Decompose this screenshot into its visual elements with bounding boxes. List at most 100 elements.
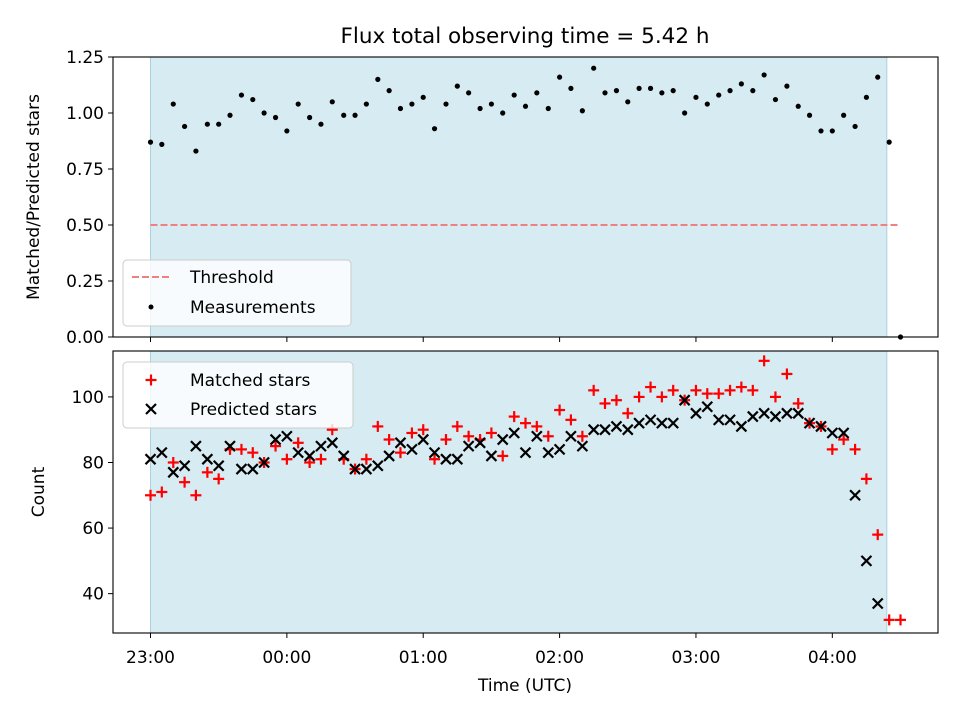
- measurement-point: [863, 94, 870, 100]
- threshold-legend-label: Threshold: [189, 268, 274, 288]
- matched-point: [440, 434, 452, 446]
- predicted-point: [440, 453, 452, 465]
- predicted-point: [462, 440, 475, 452]
- measurement-point: [466, 90, 472, 96]
- predicted-point: [417, 433, 430, 446]
- predicted-point-b: [599, 423, 611, 436]
- predicted-point-b: [633, 417, 645, 429]
- matched-point: [849, 443, 861, 455]
- predicted-point-b: [292, 446, 304, 459]
- matched-point: [633, 391, 645, 403]
- predicted-point: [633, 417, 645, 429]
- measurement-point: [511, 92, 517, 98]
- measurement-point: [307, 114, 313, 121]
- measurement-point: [818, 128, 824, 134]
- measurement-point: [443, 101, 449, 107]
- predicted-point-b: [474, 437, 486, 449]
- measurement-point: [272, 114, 279, 121]
- measurement-point: [431, 126, 438, 132]
- predicted-point: [826, 427, 839, 439]
- predicted-point: [292, 446, 304, 459]
- matched-point: [792, 397, 804, 409]
- measurement-point: [295, 101, 301, 107]
- measurement-point: [250, 96, 256, 103]
- matched-point: [520, 417, 531, 429]
- measurement-point: [216, 121, 222, 127]
- matched-point: [360, 453, 372, 465]
- y-tick-label: 0.00: [66, 328, 104, 348]
- matched-point: [656, 391, 668, 403]
- matched-point: [576, 430, 588, 442]
- measurement-point: [204, 121, 210, 127]
- predicted-point-b: [587, 423, 600, 436]
- matched-point: [281, 453, 293, 465]
- matched-point: [667, 384, 679, 396]
- bottom-frame: [112, 350, 939, 634]
- top-points: [147, 65, 904, 340]
- predicted-point: [451, 453, 464, 465]
- predicted-point: [712, 414, 725, 426]
- predicted-point-b: [462, 440, 475, 452]
- measurements-legend-label: Measurements: [190, 298, 316, 318]
- predicted-point-b: [815, 420, 827, 433]
- y-tick-label: 80: [82, 453, 104, 473]
- predicted-point: [553, 443, 566, 456]
- predicted-point: [519, 446, 532, 459]
- measurement-point: [397, 105, 404, 112]
- matched-point: [781, 368, 793, 380]
- predicted-point-b: [667, 417, 679, 429]
- matched-point: [304, 456, 316, 468]
- matched-point: [372, 420, 384, 432]
- matched-point: [497, 450, 509, 462]
- predicted-point: [212, 459, 225, 472]
- predicted-point: [837, 427, 850, 439]
- matched-point: [542, 430, 554, 442]
- predicted-point-b: [610, 420, 623, 433]
- bottom-panel: 40 60 80 100 23:00 00:00 01:00 02:00 03:00 04:00…: [29, 350, 939, 696]
- predicted-point: [678, 394, 691, 406]
- matched-point: [588, 384, 600, 396]
- measurement-point: [591, 65, 597, 71]
- measurement-point: [488, 101, 495, 107]
- predicted-point-b: [178, 459, 191, 472]
- x-tick-label: 00:00: [262, 648, 311, 668]
- predicted-point-b: [860, 555, 873, 567]
- matched-point: [565, 414, 577, 426]
- measurement-point: [193, 148, 199, 154]
- measurement-point: [784, 83, 790, 89]
- predicted-point: [667, 417, 679, 429]
- predicted-point: [871, 597, 884, 610]
- predicted-point: [315, 440, 327, 452]
- measurements-legend-marker: [148, 304, 154, 310]
- predicted-point: [303, 450, 316, 462]
- matched-point: [622, 407, 634, 419]
- matched-point: [417, 424, 429, 436]
- measurement-point: [352, 112, 358, 118]
- top-ylabel: Matched/Predicted stars: [24, 94, 44, 300]
- measurement-point: [386, 88, 392, 94]
- matched-point: [735, 381, 747, 393]
- matched-point: [451, 420, 463, 432]
- measurement-point: [602, 90, 608, 96]
- measurement-point: [886, 139, 892, 145]
- measurement-point: [181, 123, 188, 130]
- y-tick-label: 0.25: [66, 272, 104, 292]
- measurement-point: [625, 99, 631, 105]
- matched-point: [724, 384, 736, 396]
- predicted-point: [406, 443, 418, 456]
- matched-point: [485, 427, 497, 439]
- bottom-xticks: 23:00 00:00 01:00 02:00 03:00 04:00: [126, 633, 857, 668]
- predicted-point-b: [553, 443, 566, 456]
- predicted-point-b: [678, 394, 691, 406]
- predicted-point-b: [837, 427, 850, 439]
- predicted-point-b: [701, 400, 714, 413]
- top-axes-frame: [112, 56, 939, 338]
- predicted-point: [372, 459, 384, 472]
- measurement-point: [761, 72, 767, 78]
- predicted-point-b: [621, 423, 634, 436]
- measurement-point: [852, 123, 858, 130]
- predicted-point-b: [644, 414, 657, 426]
- predicted-point-b: [303, 450, 316, 462]
- predicted-point: [246, 463, 259, 475]
- measurement-point: [545, 105, 551, 112]
